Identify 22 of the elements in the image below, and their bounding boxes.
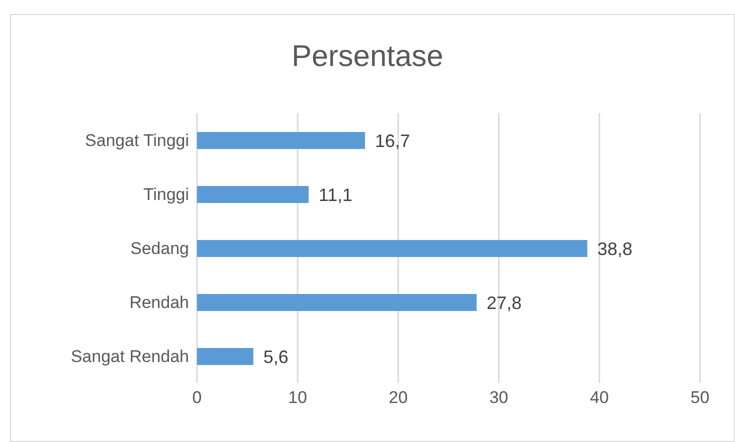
data-label: 16,7 [375, 130, 410, 151]
y-tick-label: Rendah [129, 293, 189, 312]
y-tick-label: Sangat Tinggi [85, 131, 189, 150]
data-label: 11,1 [318, 184, 352, 205]
bar [197, 240, 588, 257]
y-tick-label: Sedang [130, 239, 189, 258]
x-tick-label: 20 [388, 388, 408, 408]
x-tick-label: 0 [192, 388, 202, 408]
x-tick-label: 50 [690, 388, 710, 408]
x-tick-label: 30 [489, 388, 508, 408]
bar [197, 132, 365, 149]
bar [197, 186, 309, 203]
x-tick-label: 40 [590, 388, 609, 408]
x-tick-label: 10 [288, 388, 308, 408]
data-label: 5,6 [263, 346, 288, 367]
y-tick-label: Sangat Rendah [70, 347, 189, 366]
y-tick-label: Tinggi [143, 185, 189, 204]
bar [197, 294, 477, 311]
chart-title: Persentase [290, 40, 444, 74]
data-label: 38,8 [597, 238, 632, 259]
data-label: 27,8 [486, 292, 522, 313]
bar [197, 348, 254, 365]
